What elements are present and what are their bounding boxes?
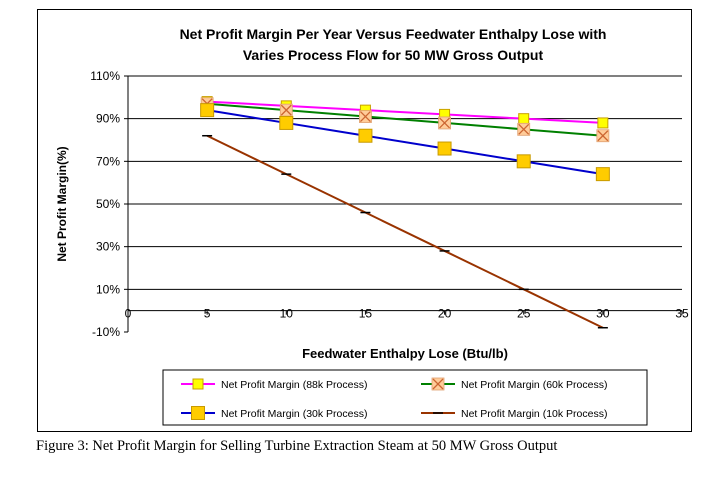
data-point xyxy=(191,406,205,420)
data-point xyxy=(279,115,294,130)
y-tick-label: -10% xyxy=(92,325,120,339)
data-point xyxy=(431,377,445,391)
series-line-1 xyxy=(207,102,603,137)
chart-svg: Net Profit Margin Per Year Versus Feedwa… xyxy=(55,26,689,426)
data-point xyxy=(516,154,531,169)
chart-title-line: Varies Process Flow for 50 MW Gross Outp… xyxy=(243,47,544,63)
legend-label: Net Profit Margin (60k Process) xyxy=(461,379,607,391)
figure-caption: Figure 3: Net Profit Margin for Selling … xyxy=(36,438,558,454)
chart-title-line: Net Profit Margin Per Year Versus Feedwa… xyxy=(180,26,607,42)
x-tick-label: 20 xyxy=(438,307,452,321)
x-tick-label: 10 xyxy=(280,307,294,321)
data-point-stroke xyxy=(432,378,444,390)
x-tick-label: 5 xyxy=(204,307,211,321)
chart-frame: Net Profit Margin Per Year Versus Feedwa… xyxy=(37,9,692,432)
data-point xyxy=(596,129,610,143)
y-tick-label: 50% xyxy=(96,197,120,211)
data-point xyxy=(279,103,293,117)
x-axis: 0 5 10 15 20 25 30 35 Feedwater Enthalpy Lose (B… xyxy=(125,307,689,361)
legend: Net Profit Margin (88k Process) Net Profi… xyxy=(162,369,648,426)
x-tick-label: 30 xyxy=(596,307,610,321)
y-axis: -10% 10% 30% 50% 70% 90% 110% Net Profit Margin… xyxy=(55,69,129,339)
series-line-0 xyxy=(207,100,603,124)
legend-label: Net Profit Margin (10k Process) xyxy=(461,408,607,420)
legend-label: Net Profit Margin (88k Process) xyxy=(221,379,367,391)
data-point-stroke xyxy=(359,111,371,122)
x-axis-label: Feedwater Enthalpy Lose (Btu/lb) xyxy=(302,346,508,361)
y-tick-label: 110% xyxy=(90,69,120,83)
data-point-stroke xyxy=(597,130,609,142)
data-point-stroke xyxy=(439,117,451,129)
data-point-stroke xyxy=(518,123,530,135)
data-point xyxy=(517,122,531,136)
legend-box xyxy=(162,369,648,426)
series xyxy=(200,96,610,329)
grid xyxy=(128,75,682,290)
series-line-3 xyxy=(206,134,604,329)
x-tick-label: 25 xyxy=(517,307,531,321)
legend-label: Net Profit Margin (30k Process) xyxy=(221,408,367,420)
data-point xyxy=(597,117,609,129)
data-point xyxy=(200,103,215,118)
data-point-stroke xyxy=(280,104,292,116)
data-point xyxy=(518,113,530,125)
data-point xyxy=(358,128,373,143)
y-tick-label: 90% xyxy=(96,112,120,126)
y-tick-label: 70% xyxy=(96,154,120,168)
series-line-2 xyxy=(206,109,604,176)
y-tick-label: 30% xyxy=(96,240,120,254)
x-tick-label: 35 xyxy=(675,307,689,321)
data-point xyxy=(437,141,452,156)
data-point xyxy=(438,116,451,130)
x-tick-label: 0 xyxy=(125,307,132,321)
x-tick-label: 15 xyxy=(359,307,373,321)
y-tick-label: 10% xyxy=(96,282,120,296)
data-point xyxy=(359,110,372,123)
chart-title: Net Profit Margin Per Year Versus Feedwa… xyxy=(180,26,607,63)
data-point xyxy=(192,378,204,390)
y-axis-label: Net Profit Margin(%) xyxy=(55,146,69,261)
data-point xyxy=(595,167,610,182)
